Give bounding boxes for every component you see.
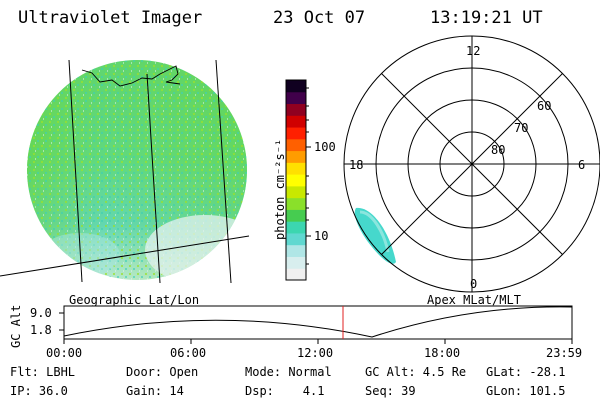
- apex-caption: Apex MLat/MLT: [427, 293, 521, 307]
- lat-label-70: 70: [514, 121, 529, 135]
- colorbar-band: [286, 221, 306, 234]
- colorbar-band: [286, 268, 306, 281]
- time-label: 13:19:21 UT: [430, 8, 543, 28]
- colorbar-band: [286, 115, 306, 128]
- mode-info: Mode: Normal: [245, 365, 332, 379]
- coastline: [81, 65, 181, 87]
- colorbar-unit-label: photon cm⁻²s⁻¹: [273, 138, 287, 240]
- app-title: Ultraviolet Imager: [18, 8, 203, 28]
- polar-plot: [343, 35, 600, 293]
- door-info: Door: Open: [126, 365, 199, 379]
- lat-label-80: 80: [491, 143, 506, 157]
- ip-info: IP: 36.0: [10, 384, 68, 398]
- altitude-xtick-1200: 12:00: [297, 346, 334, 360]
- colorbar-tick-10: 10: [314, 229, 329, 243]
- colorbar-band: [286, 150, 306, 163]
- colorbar-band: [286, 244, 306, 257]
- mlt-label-12: 12: [466, 44, 481, 58]
- flt-info: Flt: LBHL: [10, 365, 76, 379]
- colorbar-band: [286, 162, 306, 175]
- geo-grid-lines: [0, 59, 250, 284]
- glon-info: GLon: 101.5: [486, 384, 566, 398]
- date-label: 23 Oct 07: [273, 8, 366, 28]
- seq-info: Seq: 39: [365, 384, 416, 398]
- mlt-label-0: 0: [470, 277, 478, 291]
- colorbar-band: [286, 256, 306, 269]
- colorbar-band: [286, 209, 306, 222]
- glat-info: GLat: -28.1: [486, 365, 566, 379]
- gain-info: Gain: 14: [126, 384, 184, 398]
- altitude-ytick-low: 1.8: [30, 323, 52, 337]
- mlt-label-18: 18: [349, 158, 364, 172]
- colorbar-band: [286, 80, 306, 93]
- colorbar-band: [286, 138, 306, 152]
- dsp-info: Dsp: 4.1: [245, 384, 325, 398]
- uv-disk-image: [27, 60, 247, 280]
- geographic-caption: Geographic Lat/Lon: [69, 293, 200, 307]
- altitude-curve: [63, 306, 573, 338]
- colorbar-band: [286, 197, 306, 210]
- altitude-xtick-0000: 00:00: [46, 346, 83, 360]
- altitude-ylabel: GC Alt: [9, 304, 23, 348]
- mlt-label-6: 6: [578, 158, 586, 172]
- colorbar-tick-100: 100: [314, 140, 336, 154]
- colorbar-band: [286, 127, 306, 140]
- altitude-xtick-0600: 06:00: [170, 346, 207, 360]
- gcalt-info: GC Alt: 4.5 Re: [365, 365, 467, 379]
- auroral-patch: [354, 207, 396, 264]
- colorbar-band: [286, 103, 306, 116]
- colorbar-band: [286, 232, 306, 246]
- colorbar-frame: [285, 79, 307, 281]
- colorbar: [286, 80, 306, 281]
- colorbar-band: [286, 185, 306, 199]
- altitude-xtick-2359: 23:59: [546, 346, 583, 360]
- colorbar-band: [286, 91, 306, 105]
- colorbar-ticks: [306, 87, 311, 265]
- colorbar-band: [286, 174, 306, 187]
- altitude-plot: [59, 305, 573, 344]
- altitude-xtick-1800: 18:00: [424, 346, 461, 360]
- altitude-ytick-high: 9.0: [30, 306, 52, 320]
- lat-label-60: 60: [537, 99, 552, 113]
